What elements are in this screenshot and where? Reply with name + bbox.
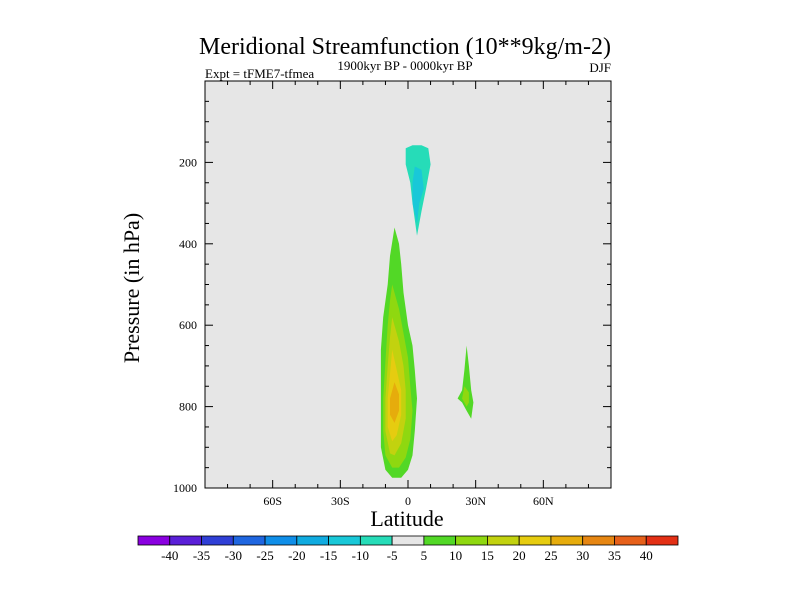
colorbar-label: -35	[193, 548, 210, 563]
colorbar-label: -30	[225, 548, 242, 563]
colorbar-swatch	[487, 535, 520, 546]
colorbar-label: -20	[288, 548, 305, 563]
colorbar-swatch	[328, 535, 361, 546]
x-axis-label: Latitude	[370, 506, 443, 531]
colorbar-swatch	[201, 535, 234, 546]
y-tick-label: 400	[179, 237, 197, 251]
colorbar-swatch	[391, 535, 425, 546]
colorbar-swatch	[169, 535, 202, 546]
contour-neg-upper-3	[412, 166, 424, 224]
y-tick-label: 200	[179, 155, 197, 169]
colorbar-label: 10	[449, 548, 462, 563]
contour-pos-small-1	[457, 345, 474, 419]
colorbar: -40 -35 -30 -25 -20 -15 -10 -5 5 10 15 20 25 30 35 40	[137, 535, 679, 563]
colorbar-swatch	[137, 535, 171, 546]
colorbar-label: 5	[421, 548, 428, 563]
colorbar-swatch	[518, 535, 552, 546]
y-axis-label: Pressure (in hPa)	[119, 213, 144, 363]
colorbar-label: -5	[387, 548, 398, 563]
colorbar-swatch	[455, 535, 488, 546]
x-tick-label: 30S	[331, 494, 350, 508]
colorbar-swatch	[296, 535, 329, 546]
axis-ticks: 60S 30S 0 30N 60N 200 400 600 800 1000	[173, 80, 612, 508]
colorbar-swatch	[232, 535, 266, 546]
subtitle-left: Expt = tFME7-tfmea	[205, 66, 314, 81]
colorbar-swatch	[614, 535, 647, 546]
colorbar-swatch	[582, 535, 615, 546]
colorbar-label: 35	[608, 548, 621, 563]
colorbar-label: 15	[481, 548, 494, 563]
colorbar-label: 30	[576, 548, 589, 563]
colorbar-swatch	[423, 535, 457, 546]
contour-neg-upper-1	[399, 132, 445, 338]
contour-pos-lower-5	[390, 382, 399, 423]
colorbar-label: -15	[320, 548, 337, 563]
contour-layer	[380, 132, 512, 478]
contour-pos-small-2	[462, 386, 469, 407]
subtitle-center: 1900kyr BP - 0000kyr BP	[337, 58, 472, 73]
contour-neg-44N	[500, 239, 512, 370]
colorbar-label: -10	[352, 548, 369, 563]
y-tick-label: 600	[179, 318, 197, 332]
colorbar-label: 20	[513, 548, 526, 563]
y-tick-label: 800	[179, 400, 197, 414]
x-tick-label: 60S	[263, 494, 282, 508]
x-tick-label: 60N	[533, 494, 554, 508]
colorbar-label: -25	[256, 548, 273, 563]
x-tick-label: 0	[405, 494, 411, 508]
x-tick-label: 30N	[465, 494, 486, 508]
colorbar-label: -40	[161, 548, 178, 563]
colorbar-swatch	[264, 535, 298, 546]
colorbar-swatch	[550, 535, 584, 546]
colorbar-swatch	[359, 535, 393, 546]
y-tick-label: 1000	[173, 481, 197, 495]
subtitle-right: DJF	[589, 60, 611, 75]
colorbar-swatch	[645, 535, 679, 546]
colorbar-label: 40	[640, 548, 653, 563]
chart-title: Meridional Streamfunction (10**9kg/m-2)	[199, 34, 611, 60]
colorbar-label: 25	[544, 548, 557, 563]
